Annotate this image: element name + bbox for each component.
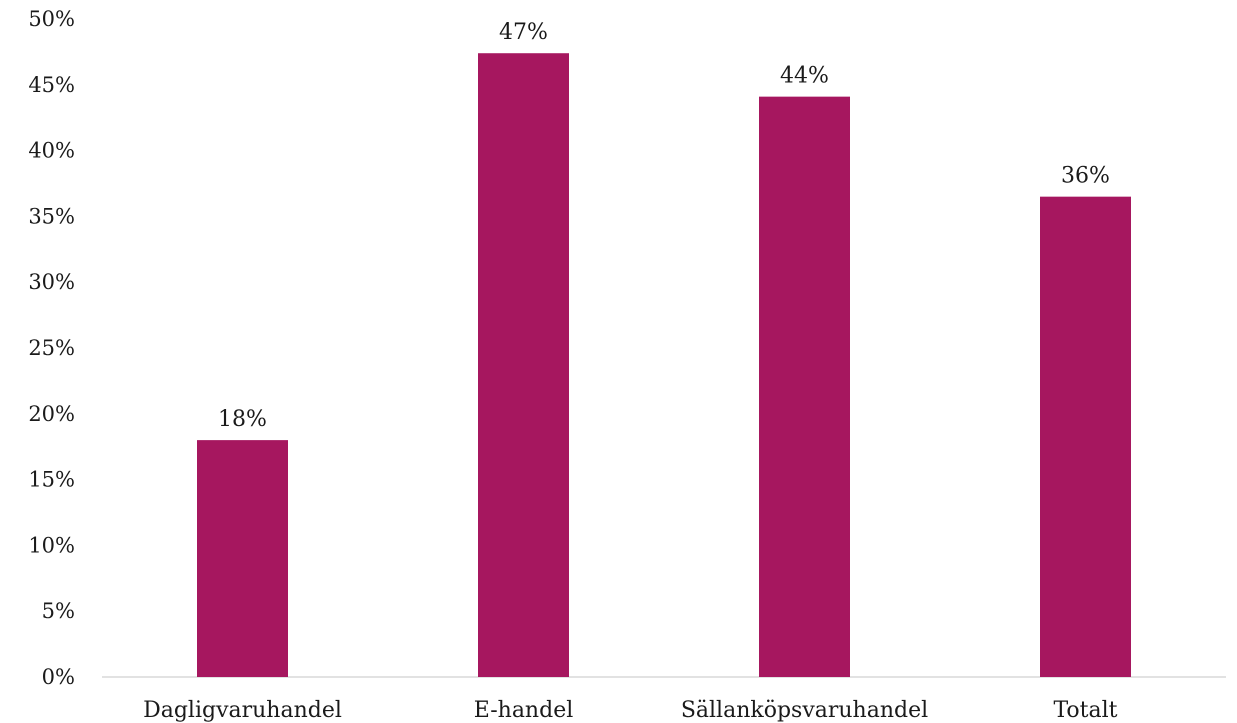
- bar-dagligvaruhandel: [197, 440, 288, 677]
- x-category-label: E-handel: [474, 698, 574, 723]
- y-tick-label: 10%: [28, 533, 75, 557]
- x-category-label: Sällanköpsvaruhandel: [681, 698, 928, 723]
- data-label: 44%: [780, 64, 829, 89]
- category-labels: Dagligvaruhandel E-handel Sällanköpsvaruha…: [143, 698, 1118, 723]
- data-label: 36%: [1061, 164, 1110, 189]
- bar-totalt: [1040, 196, 1131, 677]
- data-label: 18%: [218, 407, 267, 432]
- data-labels: 18% 47% 44% 36%: [218, 20, 1110, 432]
- y-tick-label: 50%: [28, 7, 75, 31]
- y-tick-label: 20%: [28, 402, 75, 426]
- bar-s-llank-psvaruhandel: [759, 96, 850, 678]
- y-tick-label: 30%: [28, 270, 75, 294]
- y-tick-label: 35%: [28, 204, 75, 228]
- x-category-label: Dagligvaruhandel: [143, 698, 342, 723]
- y-tick-label: 15%: [28, 468, 75, 492]
- y-axis-ticks: 0% 5% 10% 15% 20% 25% 30% 35% 40% 45% 50%: [28, 7, 75, 689]
- x-category-label: Totalt: [1053, 698, 1117, 723]
- bar-e-handel: [478, 53, 569, 677]
- y-tick-label: 40%: [28, 139, 75, 163]
- data-label: 47%: [499, 20, 548, 45]
- y-tick-label: 5%: [42, 599, 75, 623]
- bars: [197, 53, 1131, 678]
- y-tick-label: 45%: [28, 73, 75, 97]
- y-tick-label: 0%: [42, 665, 75, 689]
- y-tick-label: 25%: [28, 336, 75, 360]
